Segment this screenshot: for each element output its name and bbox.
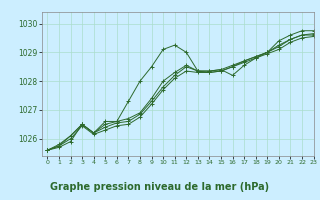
Text: Graphe pression niveau de la mer (hPa): Graphe pression niveau de la mer (hPa) [51, 182, 269, 192]
